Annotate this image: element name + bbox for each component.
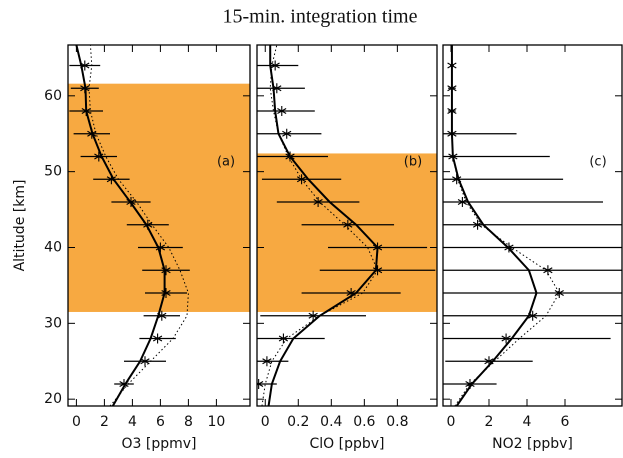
y-tick-label: 50 — [44, 164, 62, 180]
panel-frame — [442, 44, 623, 407]
x-tick-label: 2 — [485, 414, 494, 430]
data-point — [81, 105, 91, 116]
data-point — [457, 196, 468, 207]
panel: 0 0.2 0.4 0.6 0.8 (b) ClO [ppbv] — [256, 44, 438, 452]
panel-frame — [67, 44, 251, 407]
panel-frame — [256, 44, 438, 407]
x-tick-label: 6 — [561, 414, 570, 430]
data-point — [504, 242, 514, 253]
y-tick-label: 30 — [44, 315, 62, 331]
data-point — [372, 242, 383, 253]
data-point — [543, 265, 553, 276]
data-point — [472, 219, 483, 230]
y-tick-label: 40 — [44, 239, 62, 255]
data-point — [106, 174, 117, 185]
data-point — [484, 356, 494, 367]
data-point — [140, 356, 150, 367]
data-point — [372, 265, 383, 276]
data-point — [452, 174, 462, 185]
x-tick-label: 0.2 — [287, 414, 309, 430]
x-tick-label: 6 — [156, 414, 165, 430]
data-point — [161, 287, 171, 298]
data-point — [313, 196, 323, 207]
data-point — [447, 105, 457, 116]
dotted-line — [451, 45, 560, 406]
x-tick-label: 0 — [447, 414, 456, 430]
x-tick-label: 8 — [184, 414, 193, 430]
data-point — [296, 174, 307, 185]
data-point — [465, 379, 475, 390]
data-point — [285, 151, 295, 162]
data-point — [448, 151, 458, 162]
data-point — [272, 83, 282, 94]
x-tick-label: 4 — [128, 414, 137, 430]
panel-label: (a) — [217, 154, 235, 169]
highlight-band — [257, 153, 437, 312]
x-tick-label: 0.6 — [353, 414, 375, 430]
highlight-band — [68, 83, 250, 312]
data-point — [119, 379, 129, 390]
data-point — [126, 196, 136, 207]
data-point — [80, 60, 90, 71]
data-point — [447, 128, 457, 139]
data-point — [155, 242, 166, 253]
x-tick-label: 0 — [261, 414, 270, 430]
panel: 0 2 4 6 (c) NO2 [ppbv] — [442, 44, 623, 452]
data-point — [94, 151, 104, 162]
x-tick-label: 10 — [207, 414, 225, 430]
y-tick-label: 20 — [44, 391, 62, 407]
plot-area — [68, 45, 250, 406]
x-axis-label: NO2 [ppbv] — [492, 436, 573, 452]
data-point — [343, 219, 353, 230]
data-point — [501, 333, 511, 344]
data-point — [270, 60, 280, 71]
y-axis-label: Altitude [km] — [12, 180, 28, 272]
data-point — [282, 128, 292, 139]
panel: 0 2 4 6 8 10 20 30 40 50 60 (a) O3 [ppmv] Altitude [k… — [12, 44, 251, 452]
data-point — [528, 310, 538, 321]
solid-line — [450, 45, 538, 406]
data-point — [161, 265, 171, 276]
data-point — [277, 105, 287, 116]
panel-label: (c) — [589, 154, 606, 169]
x-tick-label: 0.4 — [320, 414, 342, 430]
x-tick-label: 4 — [523, 414, 532, 430]
data-point — [157, 310, 167, 321]
data-point — [554, 287, 564, 298]
y-tick-label: 60 — [44, 88, 62, 104]
data-point — [308, 310, 318, 321]
data-point — [152, 333, 163, 344]
x-tick-label: 2 — [100, 414, 109, 430]
data-point — [447, 83, 457, 94]
data-point — [257, 379, 264, 390]
data-point — [262, 356, 272, 367]
plot-area — [443, 45, 622, 406]
figure-title: 15-min. integration time — [223, 6, 418, 28]
x-axis-label: O3 [ppmv] — [122, 436, 197, 452]
plot-area — [257, 45, 437, 406]
dotted-line — [261, 45, 379, 406]
panel-label: (b) — [404, 154, 422, 169]
data-point — [143, 219, 153, 230]
data-point — [80, 83, 90, 94]
x-axis-label: ClO [ppbv] — [309, 436, 384, 452]
data-point — [87, 128, 97, 139]
x-tick-label: 0 — [72, 414, 81, 430]
x-tick-label: 0.8 — [386, 414, 408, 430]
data-point — [278, 333, 289, 344]
data-point — [346, 287, 356, 298]
data-point — [447, 60, 457, 71]
